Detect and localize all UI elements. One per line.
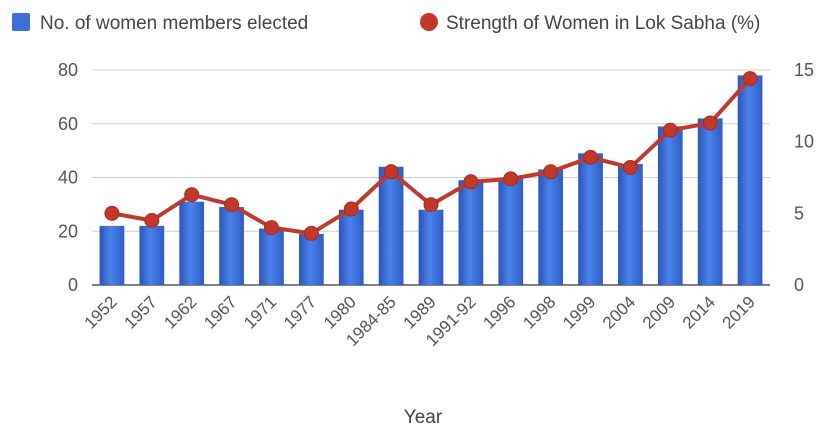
x-tick-label: 1999 [559, 292, 599, 332]
bar [179, 201, 205, 285]
line-point [144, 213, 160, 228]
legend-bar-label: No. of women members elected [40, 13, 308, 34]
line-point [423, 197, 439, 213]
legend: No. of women members elected Strength of… [12, 13, 760, 34]
line-point [104, 205, 120, 221]
legend-bar-swatch [12, 13, 30, 31]
line-point [463, 174, 479, 190]
bar [418, 209, 444, 285]
line-point [224, 197, 240, 213]
y-right-tick-label: 15 [794, 60, 814, 80]
legend-line-swatch [420, 13, 438, 31]
bar [99, 225, 125, 285]
line-point [383, 164, 399, 180]
bar [338, 209, 364, 285]
y-right-tick-label: 0 [794, 275, 804, 295]
bar [458, 180, 484, 285]
line-point [263, 220, 279, 236]
x-tick-label: 2019 [719, 292, 759, 332]
bar-series [99, 75, 763, 285]
y-left-tick-label: 80 [58, 60, 78, 80]
line-point [702, 115, 718, 131]
y-axis-right: 0 5 10 15 [794, 60, 814, 295]
x-tick-label: 2004 [599, 292, 639, 332]
line-point [543, 164, 559, 180]
y-left-tick-label: 0 [68, 275, 78, 295]
line-point [622, 159, 638, 175]
x-tick-label: 1998 [519, 292, 559, 332]
x-tick-label: 2014 [679, 292, 719, 332]
bar [578, 153, 603, 285]
x-tick-label: 1952 [81, 292, 121, 332]
x-tick-label: 1971 [240, 292, 280, 332]
line-point [742, 71, 758, 87]
y-left-tick-label: 60 [58, 114, 78, 134]
bar [538, 169, 564, 285]
x-tick-label: 1962 [160, 292, 200, 332]
bar [259, 228, 284, 285]
bar [498, 177, 524, 285]
x-tick-label: 1957 [120, 292, 160, 332]
y-left-tick-label: 20 [58, 221, 78, 241]
line-point [662, 122, 678, 138]
bar [618, 164, 643, 285]
bar [139, 225, 165, 285]
legend-line-label: Strength of Women in Lok Sabha (%) [446, 13, 760, 34]
line-point [583, 149, 599, 165]
x-tick-label: 2009 [639, 292, 679, 332]
y-axis-left: 0 20 40 60 80 [58, 60, 78, 295]
bar [219, 207, 244, 285]
x-tick-label: 1996 [479, 292, 519, 332]
x-tick-label: 1967 [200, 292, 240, 332]
line-series [104, 71, 758, 241]
bar [657, 126, 683, 285]
y-left-tick-label: 40 [58, 168, 78, 188]
bar [697, 118, 723, 285]
bar [298, 233, 324, 285]
line-point [503, 171, 519, 187]
line-point [303, 225, 319, 241]
line-point [184, 187, 200, 203]
x-tick-label: 1977 [280, 292, 320, 332]
y-right-tick-label: 10 [794, 132, 814, 152]
y-right-tick-label: 5 [794, 203, 804, 223]
x-axis-title: Year [404, 407, 443, 428]
bar [737, 75, 763, 285]
line-point [343, 201, 359, 217]
bar [378, 166, 404, 285]
